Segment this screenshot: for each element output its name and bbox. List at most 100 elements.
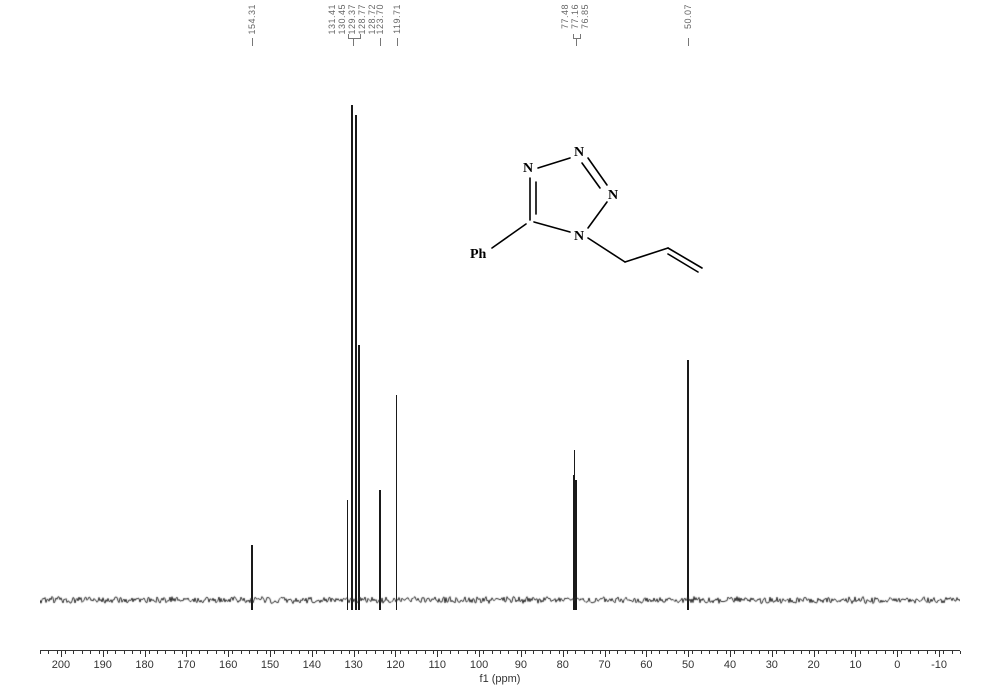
- axis-minor-tick: [542, 651, 543, 654]
- axis-tick-label: 90: [515, 659, 527, 671]
- axis-minor-tick: [82, 651, 83, 654]
- axis-minor-tick: [400, 651, 401, 654]
- axis-tick: [772, 651, 773, 657]
- axis-minor-tick: [425, 651, 426, 654]
- axis-minor-tick: [768, 651, 769, 654]
- axis-minor-tick: [935, 651, 936, 654]
- axis-minor-tick: [634, 651, 635, 654]
- axis-minor-tick: [207, 651, 208, 654]
- axis-minor-tick: [609, 651, 610, 654]
- axis-minor-tick: [575, 651, 576, 654]
- axis-tick: [814, 651, 815, 657]
- axis-minor-tick: [784, 651, 785, 654]
- axis-tick-label: 160: [219, 659, 237, 671]
- axis-minor-tick: [257, 651, 258, 654]
- axis-minor-tick: [450, 651, 451, 654]
- axis-minor-tick: [349, 651, 350, 654]
- axis-minor-tick: [617, 651, 618, 654]
- axis-minor-tick: [216, 651, 217, 654]
- axis-minor-tick: [701, 651, 702, 654]
- axis-minor-tick: [642, 651, 643, 654]
- axis-minor-tick: [500, 651, 501, 654]
- axis-minor-tick: [743, 651, 744, 654]
- axis-minor-tick: [174, 651, 175, 654]
- axis-minor-tick: [324, 651, 325, 654]
- axis-minor-tick: [676, 651, 677, 654]
- axis-tick-label: 180: [135, 659, 153, 671]
- axis-minor-tick: [249, 651, 250, 654]
- axis-minor-tick: [885, 651, 886, 654]
- axis-minor-tick: [684, 651, 685, 654]
- axis-minor-tick: [375, 651, 376, 654]
- axis-minor-tick: [584, 651, 585, 654]
- axis-minor-tick: [99, 651, 100, 654]
- axis-minor-tick: [266, 651, 267, 654]
- axis-minor-tick: [433, 651, 434, 654]
- axis-tick-label: 80: [557, 659, 569, 671]
- axis-minor-tick: [191, 651, 192, 654]
- axis-minor-tick: [525, 651, 526, 654]
- axis-tick: [563, 651, 564, 657]
- axis-minor-tick: [517, 651, 518, 654]
- axis-tick-label: 130: [344, 659, 362, 671]
- axis-minor-tick: [182, 651, 183, 654]
- axis-tick-label: 30: [766, 659, 778, 671]
- axis-minor-tick: [776, 651, 777, 654]
- axis-tick: [521, 651, 522, 657]
- axis-minor-tick: [140, 651, 141, 654]
- axis-tick: [103, 651, 104, 657]
- axis-minor-tick: [65, 651, 66, 654]
- axis-minor-tick: [726, 651, 727, 654]
- axis-tick-label: 190: [94, 659, 112, 671]
- axis-minor-tick: [299, 651, 300, 654]
- axis-minor-tick: [383, 651, 384, 654]
- peak: [687, 360, 689, 610]
- axis-minor-tick: [458, 651, 459, 654]
- axis-minor-tick: [492, 651, 493, 654]
- axis-minor-tick: [316, 651, 317, 654]
- axis-minor-tick: [157, 651, 158, 654]
- peak: [355, 115, 357, 610]
- axis-minor-tick: [241, 651, 242, 654]
- axis-minor-tick: [818, 651, 819, 654]
- axis-minor-tick: [90, 651, 91, 654]
- axis-minor-tick: [659, 651, 660, 654]
- x-axis: 2001901801701601501401301201101009080706…: [40, 650, 960, 651]
- axis-tick-label: 20: [808, 659, 820, 671]
- axis-minor-tick: [893, 651, 894, 654]
- axis-minor-tick: [835, 651, 836, 654]
- axis-minor-tick: [843, 651, 844, 654]
- axis-tick-label: 140: [303, 659, 321, 671]
- axis-minor-tick: [826, 651, 827, 654]
- axis-minor-tick: [73, 651, 74, 654]
- axis-minor-tick: [291, 651, 292, 654]
- axis-tick: [605, 651, 606, 657]
- axis-tick: [479, 651, 480, 657]
- axis-minor-tick: [408, 651, 409, 654]
- axis-minor-tick: [651, 651, 652, 654]
- axis-minor-tick: [467, 651, 468, 654]
- axis-tick-label: 100: [470, 659, 488, 671]
- axis-tick: [437, 651, 438, 657]
- axis-tick: [855, 651, 856, 657]
- axis-minor-tick: [358, 651, 359, 654]
- axis-minor-tick: [717, 651, 718, 654]
- axis-minor-tick: [667, 651, 668, 654]
- axis-minor-tick: [366, 651, 367, 654]
- axis-minor-tick: [283, 651, 284, 654]
- axis-tick-label: 120: [386, 659, 404, 671]
- peak: [358, 350, 360, 610]
- axis-tick-label: 150: [261, 659, 279, 671]
- axis-minor-tick: [927, 651, 928, 654]
- nmr-spectrum: 154.31131.41130.45129.37128.77128.72123.…: [0, 0, 1000, 699]
- axis-minor-tick: [199, 651, 200, 654]
- axis-tick-label: 60: [640, 659, 652, 671]
- axis-minor-tick: [600, 651, 601, 654]
- axis-minor-tick: [851, 651, 852, 654]
- axis-minor-tick: [533, 651, 534, 654]
- axis-minor-tick: [149, 651, 150, 654]
- peak: [351, 105, 353, 610]
- axis-tick: [228, 651, 229, 657]
- axis-tick-label: -10: [931, 659, 947, 671]
- axis-minor-tick: [567, 651, 568, 654]
